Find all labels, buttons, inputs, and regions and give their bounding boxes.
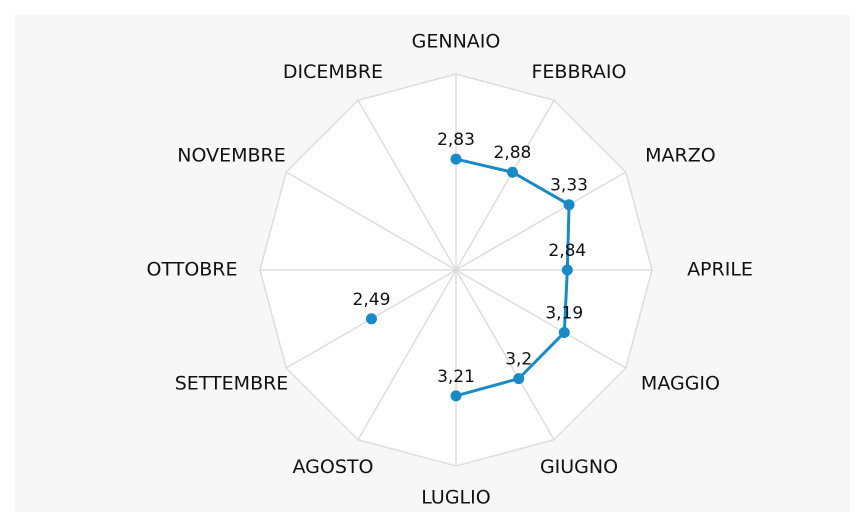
category-label: FEBBRAIO bbox=[532, 61, 627, 83]
data-point bbox=[558, 327, 570, 339]
spoke bbox=[455, 99, 555, 271]
spoke bbox=[455, 269, 627, 369]
category-label: AGOSTO bbox=[293, 456, 374, 478]
category-label: GENNAIO bbox=[412, 31, 501, 53]
value-label: 3,2 bbox=[505, 350, 532, 370]
value-label: 2,83 bbox=[437, 130, 475, 150]
spoke bbox=[285, 171, 457, 271]
data-point bbox=[450, 390, 462, 402]
category-label: NOVEMBRE bbox=[177, 145, 285, 167]
data-point bbox=[563, 199, 575, 211]
spoke bbox=[357, 99, 457, 271]
spoke bbox=[455, 269, 555, 441]
category-label: GIUGNO bbox=[540, 456, 618, 478]
category-label: MAGGIO bbox=[641, 373, 720, 395]
data-point bbox=[365, 313, 377, 325]
data-point bbox=[561, 264, 573, 276]
value-label: 2,49 bbox=[353, 290, 391, 310]
category-label: MARZO bbox=[645, 145, 716, 167]
category-label: OTTOBRE bbox=[146, 259, 237, 281]
category-label: LUGLIO bbox=[421, 487, 490, 509]
value-label: 2,84 bbox=[548, 241, 586, 261]
data-point bbox=[506, 166, 518, 178]
category-label: DICEMBRE bbox=[283, 61, 383, 83]
value-label: 3,21 bbox=[437, 367, 475, 387]
category-label: APRILE bbox=[687, 259, 753, 281]
value-label: 3,33 bbox=[550, 176, 588, 196]
spoke bbox=[357, 269, 457, 441]
data-point bbox=[513, 373, 525, 385]
value-label: 3,19 bbox=[545, 304, 583, 324]
category-label: SETTEMBRE bbox=[175, 373, 289, 395]
value-label: 2,88 bbox=[494, 143, 532, 163]
data-point bbox=[450, 153, 462, 165]
spoke bbox=[455, 171, 627, 271]
